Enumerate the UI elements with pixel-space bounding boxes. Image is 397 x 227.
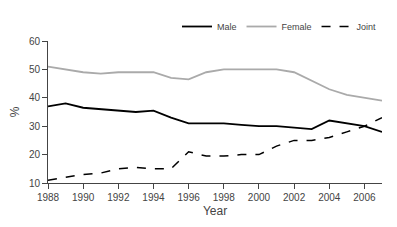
svg-text:50: 50 xyxy=(29,64,41,75)
svg-text:1990: 1990 xyxy=(72,192,95,203)
svg-text:Joint: Joint xyxy=(357,22,377,32)
svg-text:1994: 1994 xyxy=(142,192,165,203)
svg-text:Male: Male xyxy=(217,22,237,32)
svg-text:1996: 1996 xyxy=(178,192,201,203)
svg-text:1988: 1988 xyxy=(37,192,60,203)
svg-text:Year: Year xyxy=(203,204,227,218)
svg-text:2002: 2002 xyxy=(283,192,306,203)
svg-text:10: 10 xyxy=(29,178,41,189)
svg-text:1992: 1992 xyxy=(107,192,130,203)
svg-text:40: 40 xyxy=(29,92,41,103)
svg-text:60: 60 xyxy=(29,36,41,47)
svg-text:1998: 1998 xyxy=(213,192,236,203)
svg-text:20: 20 xyxy=(29,149,41,160)
svg-text:2006: 2006 xyxy=(353,192,376,203)
svg-text:2000: 2000 xyxy=(248,192,271,203)
svg-text:Female: Female xyxy=(282,22,312,32)
svg-text:30: 30 xyxy=(29,121,41,132)
svg-text:%: % xyxy=(8,106,22,117)
svg-text:2004: 2004 xyxy=(318,192,341,203)
